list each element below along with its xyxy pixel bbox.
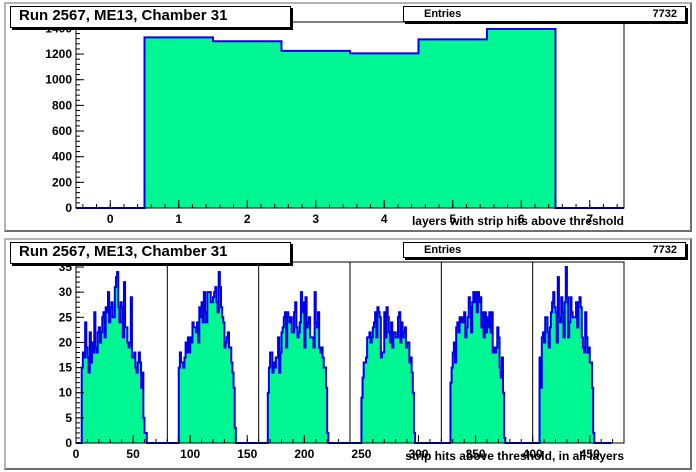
histogram-outline: [76, 28, 624, 209]
y-tick-label: 0: [65, 201, 72, 215]
x-tick-label: 5: [449, 212, 456, 226]
x-tick-label: 300: [408, 447, 428, 461]
x-tick-label: 450: [580, 447, 600, 461]
y-tick-label: 1200: [45, 47, 72, 61]
y-tick-label: 200: [52, 175, 72, 189]
x-tick-label: 50: [126, 447, 140, 461]
x-tick-label: 250: [351, 447, 371, 461]
layers-histogram-panel: 0 200 400 600 800 1000 1200 1400 0 1 2 3 4 5 6 7 layers …: [4, 2, 692, 232]
x-tick-label: 150: [237, 447, 257, 461]
stats-entries-label: Entries: [424, 244, 462, 256]
x-axis-label: strip hits above threshold, in all layer…: [405, 449, 624, 463]
y-tick-label: 600: [52, 124, 72, 138]
x-tick-label: 4: [381, 212, 388, 226]
x-tick-label: 350: [466, 447, 486, 461]
x-tick-label: 1: [175, 212, 182, 226]
stats-entries-value: 7732: [652, 8, 677, 20]
x-tick-label: 7: [586, 212, 593, 226]
y-tick-label: 5: [65, 411, 72, 425]
x-tick-label: 400: [523, 447, 543, 461]
x-tick-label: 0: [107, 212, 114, 226]
x-tick-label: 2: [244, 212, 251, 226]
histogram-outline: [76, 266, 612, 444]
x-tick-label: 200: [294, 447, 314, 461]
y-tick-label: 30: [59, 285, 73, 299]
histogram-fill: [76, 267, 612, 443]
histogram-fill: [76, 29, 624, 209]
stats-entries-label: Entries: [424, 8, 462, 20]
y-tick-label: 1000: [45, 73, 72, 87]
y-tick-label: 15: [59, 361, 73, 375]
stats-box: Entries 7732: [403, 242, 686, 258]
x-tick-label: 6: [518, 212, 525, 226]
y-tick-label: 20: [59, 335, 73, 349]
y-tick-label: 0: [65, 436, 72, 450]
x-tick-label: 0: [73, 447, 80, 461]
x-axis-label: layers with strip hits above threshold: [412, 214, 624, 228]
y-tick-label: 25: [59, 310, 73, 324]
stats-entries-value: 7732: [652, 244, 677, 256]
plot-frame: [75, 21, 625, 209]
y-tick-label: 400: [52, 150, 72, 164]
stats-box: Entries 7732: [403, 6, 686, 22]
x-tick-label: 3: [312, 212, 319, 226]
x-tick-label: 100: [180, 447, 200, 461]
histogram-title: Run 2567, ME13, Chamber 31: [10, 242, 291, 264]
histogram-title: Run 2567, ME13, Chamber 31: [10, 6, 291, 28]
y-tick-label: 800: [52, 98, 72, 112]
y-tick-label: 10: [59, 386, 73, 400]
strip-hits-histogram-panel: 0 5 10 15 20 25 30 35 0 50 100 150 200 250 300 350 400 45…: [4, 238, 692, 470]
